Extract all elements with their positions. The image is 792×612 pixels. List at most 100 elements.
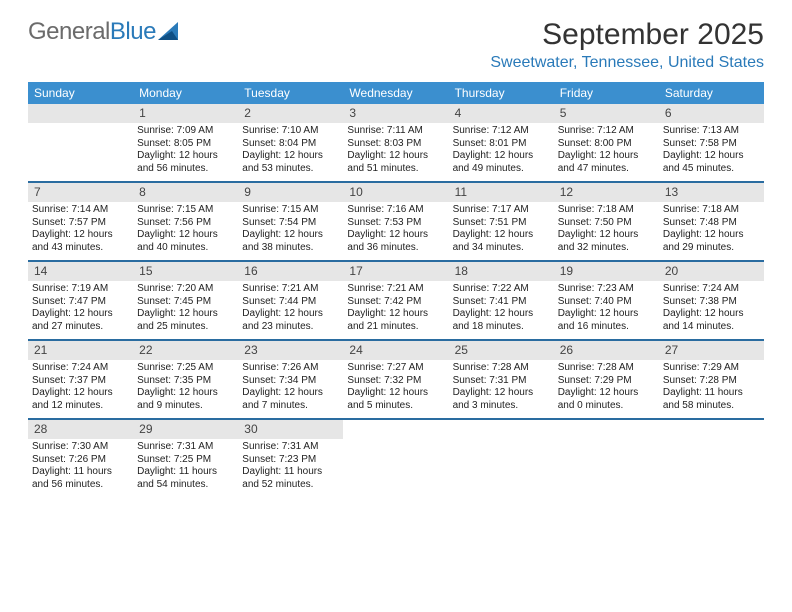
day-cell: 16Sunrise: 7:21 AMSunset: 7:44 PMDayligh… xyxy=(238,262,343,339)
day-cell: 2 Sunrise: 7:10 AMSunset: 8:04 PMDaylight… xyxy=(238,104,343,181)
day-header: Wednesday xyxy=(343,82,448,104)
sunset-text: Sunset: 7:34 PM xyxy=(242,375,339,388)
daylight-text: Daylight: 12 hours and 21 minutes. xyxy=(347,308,444,333)
day-cell: 12Sunrise: 7:18 AMSunset: 7:50 PMDayligh… xyxy=(554,183,659,260)
daylight-text: Daylight: 12 hours and 47 minutes. xyxy=(558,150,655,175)
day-number: 11 xyxy=(449,183,554,202)
day-cell xyxy=(343,420,448,497)
daylight-text: Daylight: 12 hours and 7 minutes. xyxy=(242,387,339,412)
day-number: 14 xyxy=(28,262,133,281)
sunset-text: Sunset: 7:40 PM xyxy=(558,296,655,309)
daylight-text: Daylight: 12 hours and 25 minutes. xyxy=(137,308,234,333)
sunrise-text: Sunrise: 7:24 AM xyxy=(663,283,760,296)
sunrise-text: Sunrise: 7:26 AM xyxy=(242,362,339,375)
sunset-text: Sunset: 7:56 PM xyxy=(137,217,234,230)
week-row: 14Sunrise: 7:19 AMSunset: 7:47 PMDayligh… xyxy=(28,262,764,341)
daylight-text: Daylight: 12 hours and 53 minutes. xyxy=(242,150,339,175)
day-number: 30 xyxy=(238,420,343,439)
day-number: 17 xyxy=(343,262,448,281)
day-number: 2 xyxy=(238,104,343,123)
sunrise-text: Sunrise: 7:28 AM xyxy=(453,362,550,375)
sunrise-text: Sunrise: 7:12 AM xyxy=(558,125,655,138)
sunrise-text: Sunrise: 7:29 AM xyxy=(663,362,760,375)
week-row: 1Sunrise: 7:09 AMSunset: 8:05 PMDaylight… xyxy=(28,104,764,183)
daylight-text: Daylight: 11 hours and 54 minutes. xyxy=(137,466,234,491)
day-number: 12 xyxy=(554,183,659,202)
daylight-text: Daylight: 12 hours and 36 minutes. xyxy=(347,229,444,254)
sunset-text: Sunset: 8:03 PM xyxy=(347,138,444,151)
day-cell: 13Sunrise: 7:18 AMSunset: 7:48 PMDayligh… xyxy=(659,183,764,260)
sunset-text: Sunset: 7:32 PM xyxy=(347,375,444,388)
day-cell: 21Sunrise: 7:24 AMSunset: 7:37 PMDayligh… xyxy=(28,341,133,418)
sunset-text: Sunset: 8:00 PM xyxy=(558,138,655,151)
day-cell: 10Sunrise: 7:16 AMSunset: 7:53 PMDayligh… xyxy=(343,183,448,260)
sunrise-text: Sunrise: 7:22 AM xyxy=(453,283,550,296)
sunset-text: Sunset: 7:25 PM xyxy=(137,454,234,467)
day-cell: 9Sunrise: 7:15 AMSunset: 7:54 PMDaylight… xyxy=(238,183,343,260)
sunset-text: Sunset: 8:04 PM xyxy=(242,138,339,151)
sunrise-text: Sunrise: 7:10 AM xyxy=(242,125,339,138)
sunset-text: Sunset: 7:57 PM xyxy=(32,217,129,230)
daylight-text: Daylight: 12 hours and 12 minutes. xyxy=(32,387,129,412)
daylight-text: Daylight: 12 hours and 49 minutes. xyxy=(453,150,550,175)
sunrise-text: Sunrise: 7:24 AM xyxy=(32,362,129,375)
sunrise-text: Sunrise: 7:11 AM xyxy=(347,125,444,138)
day-cell: 28Sunrise: 7:30 AMSunset: 7:26 PMDayligh… xyxy=(28,420,133,497)
sunrise-text: Sunrise: 7:25 AM xyxy=(137,362,234,375)
day-cell: 26Sunrise: 7:28 AMSunset: 7:29 PMDayligh… xyxy=(554,341,659,418)
day-cell xyxy=(554,420,659,497)
sunset-text: Sunset: 7:23 PM xyxy=(242,454,339,467)
sunrise-text: Sunrise: 7:27 AM xyxy=(347,362,444,375)
day-cell: 4Sunrise: 7:12 AMSunset: 8:01 PMDaylight… xyxy=(449,104,554,181)
sunset-text: Sunset: 7:29 PM xyxy=(558,375,655,388)
sunrise-text: Sunrise: 7:21 AM xyxy=(242,283,339,296)
logo: GeneralBlue xyxy=(28,18,180,46)
sunset-text: Sunset: 7:26 PM xyxy=(32,454,129,467)
day-number: 7 xyxy=(28,183,133,202)
day-number: 9 xyxy=(238,183,343,202)
sunset-text: Sunset: 7:54 PM xyxy=(242,217,339,230)
day-header: Tuesday xyxy=(238,82,343,104)
sunset-text: Sunset: 7:35 PM xyxy=(137,375,234,388)
day-number: 27 xyxy=(659,341,764,360)
page: GeneralBlue September 2025 Sweetwater, T… xyxy=(0,0,792,515)
day-number: 16 xyxy=(238,262,343,281)
day-number: 6 xyxy=(659,104,764,123)
daylight-text: Daylight: 12 hours and 23 minutes. xyxy=(242,308,339,333)
sunrise-text: Sunrise: 7:16 AM xyxy=(347,204,444,217)
week-row: 21Sunrise: 7:24 AMSunset: 7:37 PMDayligh… xyxy=(28,341,764,420)
day-header: Thursday xyxy=(449,82,554,104)
day-number: 18 xyxy=(449,262,554,281)
day-number: 29 xyxy=(133,420,238,439)
week-row: 28Sunrise: 7:30 AMSunset: 7:26 PMDayligh… xyxy=(28,420,764,497)
sunrise-text: Sunrise: 7:19 AM xyxy=(32,283,129,296)
sunrise-text: Sunrise: 7:28 AM xyxy=(558,362,655,375)
sunset-text: Sunset: 7:38 PM xyxy=(663,296,760,309)
sunset-text: Sunset: 8:05 PM xyxy=(137,138,234,151)
day-headers-row: SundayMondayTuesdayWednesdayThursdayFrid… xyxy=(28,82,764,104)
logo-sail-icon xyxy=(158,22,180,42)
weeks-container: 1Sunrise: 7:09 AMSunset: 8:05 PMDaylight… xyxy=(28,104,764,497)
day-number: 5 xyxy=(554,104,659,123)
sunset-text: Sunset: 7:58 PM xyxy=(663,138,760,151)
daylight-text: Daylight: 12 hours and 32 minutes. xyxy=(558,229,655,254)
day-number: 8 xyxy=(133,183,238,202)
day-cell: 27Sunrise: 7:29 AMSunset: 7:28 PMDayligh… xyxy=(659,341,764,418)
day-header: Saturday xyxy=(659,82,764,104)
sunset-text: Sunset: 7:47 PM xyxy=(32,296,129,309)
daylight-text: Daylight: 12 hours and 9 minutes. xyxy=(137,387,234,412)
day-cell: 29Sunrise: 7:31 AMSunset: 7:25 PMDayligh… xyxy=(133,420,238,497)
day-number: 13 xyxy=(659,183,764,202)
daylight-text: Daylight: 12 hours and 51 minutes. xyxy=(347,150,444,175)
week-row: 7Sunrise: 7:14 AMSunset: 7:57 PMDaylight… xyxy=(28,183,764,262)
location: Sweetwater, Tennessee, United States xyxy=(490,54,764,72)
day-cell: 1Sunrise: 7:09 AMSunset: 8:05 PMDaylight… xyxy=(133,104,238,181)
day-cell: 3Sunrise: 7:11 AMSunset: 8:03 PMDaylight… xyxy=(343,104,448,181)
day-cell: 6Sunrise: 7:13 AMSunset: 7:58 PMDaylight… xyxy=(659,104,764,181)
logo-text-blue: Blue xyxy=(110,18,156,46)
day-cell: 23Sunrise: 7:26 AMSunset: 7:34 PMDayligh… xyxy=(238,341,343,418)
day-cell: 20Sunrise: 7:24 AMSunset: 7:38 PMDayligh… xyxy=(659,262,764,339)
day-number: 20 xyxy=(659,262,764,281)
daylight-text: Daylight: 12 hours and 27 minutes. xyxy=(32,308,129,333)
daylight-text: Daylight: 12 hours and 18 minutes. xyxy=(453,308,550,333)
